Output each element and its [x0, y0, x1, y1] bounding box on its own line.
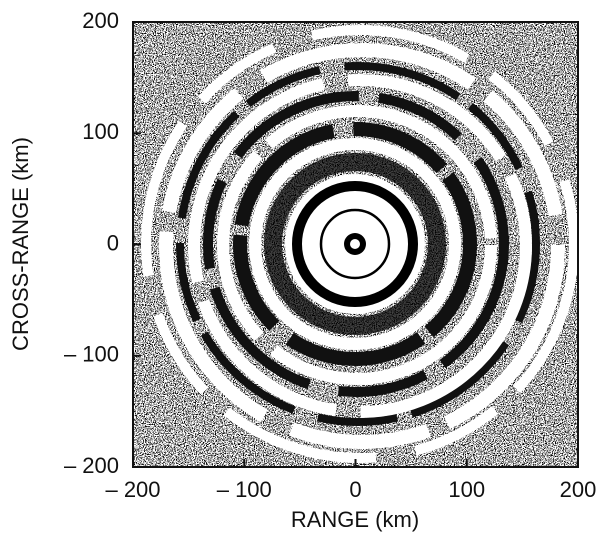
x-tick-label: 200 [560, 477, 597, 502]
x-tick-label: 100 [448, 477, 485, 502]
y-tick-label: 200 [82, 8, 119, 33]
x-tick-label: – 100 [217, 477, 272, 502]
y-tick-label: – 100 [64, 342, 119, 367]
y-tick-label: 100 [82, 119, 119, 144]
y-tick-label: 0 [107, 230, 119, 255]
x-tick-label: 0 [349, 477, 361, 502]
y-axis-label: CROSS-RANGE (km) [8, 137, 33, 351]
radar-image [133, 22, 578, 467]
x-tick-label: – 200 [105, 477, 160, 502]
y-tick-label: – 200 [64, 453, 119, 478]
x-axis-label: RANGE (km) [291, 507, 419, 532]
